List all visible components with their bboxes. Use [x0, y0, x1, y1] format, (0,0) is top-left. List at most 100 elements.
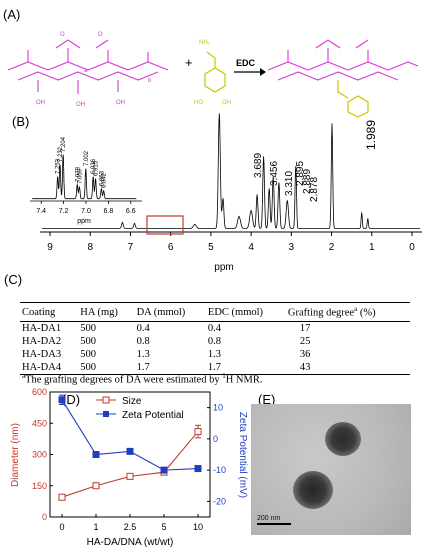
y-tick-label: 0: [42, 512, 47, 522]
inset-peak-label: 7.204: [61, 136, 67, 152]
nmr-tick-label: 7: [128, 242, 134, 253]
data-point-0-2: [126, 472, 134, 480]
panel-label-a: (A): [3, 7, 21, 22]
inset-source-box: [146, 215, 184, 235]
y2-tick-label: 0: [213, 434, 218, 444]
table-cell: 1.7: [205, 361, 286, 375]
nmr-peak-label: 1.989: [364, 120, 378, 150]
table-cell: 500: [80, 336, 97, 347]
nmr-tick-label: 5: [208, 242, 214, 253]
scale-bar: [257, 523, 291, 525]
table-cell: HA-DA3: [22, 349, 62, 360]
y-tick-label: 450: [32, 418, 47, 428]
table-footnote: aThe grafting degrees of DA were estimat…: [22, 372, 263, 386]
nmr-tick-label: 2: [329, 242, 335, 253]
table-cell: 1.7: [134, 361, 206, 375]
nmr-tick-label: 6: [168, 242, 174, 253]
size-zeta-chart: 0 1 2.5 5 10 0 150 300 450 600 -20 -10 0 10 HA-DA/DNA…: [10, 387, 248, 548]
inset-peak-label: 6.842: [102, 172, 108, 188]
panel-label-c: (C): [4, 272, 23, 287]
inset-peak-label: 6.915: [94, 160, 100, 176]
header-da: DA (mmol): [134, 302, 206, 322]
nmr-peak-label: 3.456: [269, 161, 280, 186]
nmr-spectrum: 9 8 7 6 5 4 3 2 1 0 ppm 3.689 3.456 3.310 2.8952.889…: [30, 113, 422, 273]
svg-text:b: b: [148, 78, 152, 84]
hydroxyl-label-2: OH: [222, 100, 231, 106]
table-cell: 500: [80, 323, 97, 334]
table-row: HA-DA2 500 0.8 0.8 25: [20, 335, 410, 348]
table-cell: 500: [78, 361, 135, 375]
reaction-scheme: O O OH OH OH b a + NH₂ HO OH EDC: [7, 32, 419, 118]
svg-text:a: a: [84, 68, 88, 74]
inset-peak-label: 7.078: [75, 166, 81, 182]
inset-peak-label: 6.863: [99, 170, 105, 186]
table-cell: 1.3: [136, 349, 150, 360]
hyaluronic-acid-structure: [7, 39, 169, 94]
hydroxyl-label-1: HO: [194, 100, 203, 106]
data-point-0-1: [92, 482, 100, 490]
data-point-1-2: [126, 447, 134, 455]
nmr-ticks: 9 8 7 6 5 4 3 2 1 0: [47, 232, 415, 253]
data-point-1-0: [58, 396, 66, 404]
table-cell: 0.4: [136, 323, 150, 334]
nmr-tick-label: 9: [47, 242, 53, 253]
legend-zeta: Zeta Potential: [122, 410, 184, 421]
inset-peak-label: 7.232: [58, 146, 64, 162]
data-point-0-0: [58, 493, 66, 501]
y2-tick-label: 10: [213, 403, 223, 413]
table-row: HA-DA1 500 0.4 0.4 17: [20, 322, 410, 336]
table-cell: 0.8: [207, 336, 222, 347]
legend-size: Size: [122, 396, 142, 407]
table-cell: 500: [80, 349, 97, 360]
table-header-row: Coating HA (mg) DA (mmol) EDC (mmol) Gra…: [20, 302, 410, 322]
chart-legend: Size Zeta Potential: [96, 396, 184, 421]
svg-text:OH: OH: [76, 102, 85, 108]
nmr-peak-label: 2.878: [309, 177, 320, 202]
reagent-label: EDC: [236, 58, 256, 68]
table-cell: 43: [285, 361, 410, 375]
data-point-1-1: [92, 451, 100, 458]
nmr-tick-label: 3: [289, 242, 295, 253]
nmr-peak-label: 2.895: [295, 161, 306, 186]
svg-text:O: O: [98, 32, 103, 38]
svg-text:OH: OH: [36, 100, 45, 106]
inset-trace: [32, 154, 137, 200]
svg-text:OH: OH: [116, 100, 125, 106]
table-cell: HA-DA4: [20, 361, 79, 375]
y-tick-label: 300: [32, 450, 47, 460]
table-cell: 1.3: [207, 349, 222, 360]
header-ha: HA (mg): [78, 302, 135, 322]
grafting-table: Coating HA (mg) DA (mmol) EDC (mmol) Gra…: [20, 302, 410, 375]
nmr-peak-label: 3.689: [253, 153, 264, 178]
data-point-1-4: [194, 465, 202, 473]
inset-tick-label: 7.0: [81, 208, 91, 215]
table-row: HA-DA4 500 1.7 1.7 43: [20, 361, 410, 375]
x-tick-label: 2.5: [124, 522, 137, 532]
x-tick-label: 10: [193, 522, 203, 532]
nmr-tick-label: 4: [248, 242, 254, 253]
table-cell: HA-DA2: [22, 336, 62, 347]
panel-label-b: (B): [12, 114, 30, 129]
header-grafting: Grafting degreea (%): [285, 302, 410, 322]
inset-peak-label: 7.002: [84, 150, 90, 166]
y2-tick-label: -20: [213, 496, 226, 506]
x-tick-label: 5: [161, 522, 166, 532]
header-edc: EDC (mmol): [205, 302, 286, 322]
inset-tick-label: 7.4: [36, 208, 46, 215]
svg-text:O: O: [60, 32, 65, 38]
nmr-x-label: ppm: [214, 262, 233, 273]
product-structure: [267, 39, 419, 81]
inset-peak-label: 7.253: [56, 158, 62, 174]
table-cell: 17: [299, 323, 311, 334]
chart-y-label: Diameter (nm): [10, 423, 21, 487]
nmr-tick-label: 1: [369, 242, 375, 253]
inset-x-label: ppm: [77, 218, 91, 225]
table-cell: 36: [299, 349, 311, 360]
x-tick-label: 0: [59, 522, 64, 532]
tem-image: 200 nm: [251, 404, 411, 535]
chart-y2-label: Zeta Potential (mV): [237, 412, 248, 498]
nmr-tick-label: 0: [409, 242, 415, 253]
nanoparticle-2: [293, 471, 333, 509]
y-tick-label: 600: [32, 387, 47, 397]
